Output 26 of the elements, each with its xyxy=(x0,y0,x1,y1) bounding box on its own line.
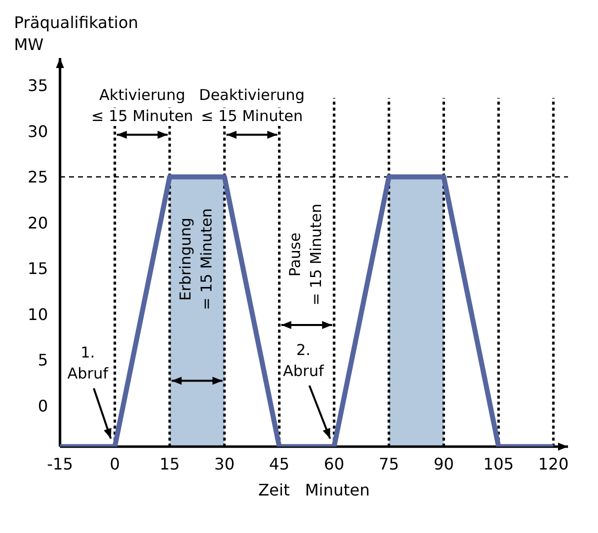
y-tick-label: 30 xyxy=(28,122,48,141)
x-tick-label: 105 xyxy=(483,454,514,474)
x-tick-label: 30 xyxy=(214,454,235,474)
y-tick-label: 35 xyxy=(28,76,48,96)
x-tick-label: 0 xyxy=(110,454,120,474)
annotation: 2. Abruf xyxy=(283,340,324,380)
x-tick-label: 15 xyxy=(159,454,180,474)
x-tick-label: 45 xyxy=(269,454,290,474)
x-axis-title: Zeit Minuten xyxy=(258,480,370,500)
y-tick-label: 5 xyxy=(38,350,48,370)
x-tick-label: 90 xyxy=(434,454,454,474)
y-tick-label: 25 xyxy=(28,168,48,187)
y-tick-label: 0 xyxy=(38,396,48,416)
y-axis-title: Präqualifikation MW xyxy=(14,13,138,54)
x-tick-label: 75 xyxy=(378,454,400,474)
annotation: Pause = 15 Minuten xyxy=(286,204,326,306)
y-tick-label: 20 xyxy=(28,213,48,232)
annotation: Deaktivierung ≤ 15 Minuten xyxy=(199,86,305,125)
annotation: Aktivierung ≤ 15 Minuten xyxy=(91,86,194,125)
annotation: 1. Abruf xyxy=(67,344,109,383)
x-tick-label: 120 xyxy=(538,454,569,474)
x-tick-label: 60 xyxy=(324,454,344,474)
y-tick-label: 15 xyxy=(28,259,48,278)
annotation: Erbringung = 15 Minuten xyxy=(176,208,216,310)
x-tick-label: -15 xyxy=(46,454,74,474)
y-tick-label: 10 xyxy=(28,304,48,324)
